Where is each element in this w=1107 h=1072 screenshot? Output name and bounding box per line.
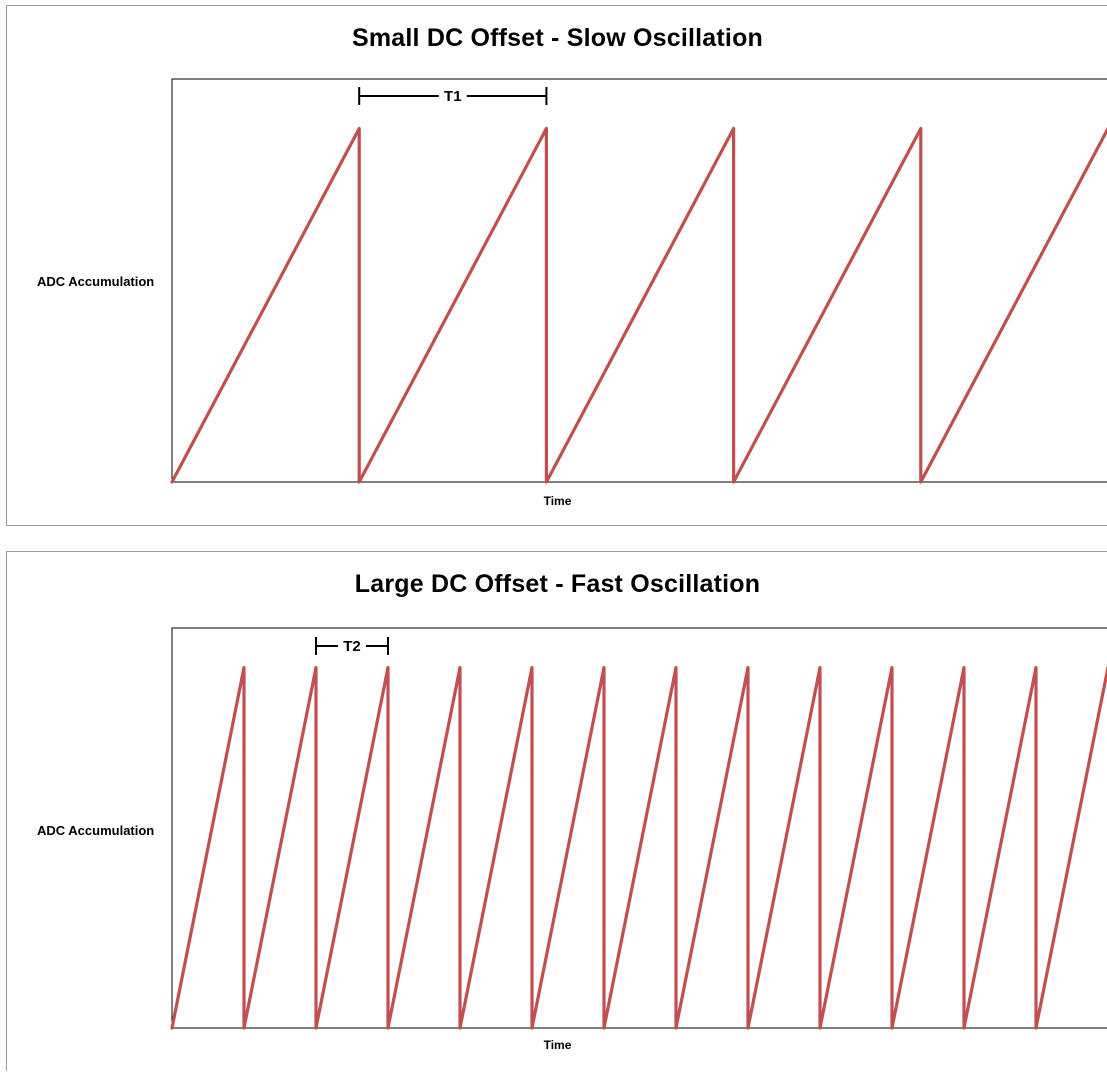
period-label: T2	[343, 638, 361, 655]
plot-frame	[171, 78, 1107, 483]
data-point	[674, 1026, 678, 1030]
data-point	[386, 666, 390, 670]
chart-panel-slow: Small DC Offset - Slow Oscillation ADC A…	[6, 5, 1107, 526]
data-point	[732, 126, 736, 131]
data-point	[746, 1026, 750, 1030]
data-point	[602, 666, 606, 670]
data-point	[242, 666, 246, 670]
data-point	[746, 666, 750, 670]
data-point	[1034, 1026, 1038, 1030]
data-point	[962, 1026, 966, 1030]
data-point	[890, 1026, 894, 1030]
data-point	[386, 1026, 390, 1030]
plot-frame	[171, 627, 1107, 1029]
data-point	[919, 480, 923, 484]
data-point	[962, 666, 966, 670]
data-point	[544, 480, 549, 484]
data-point	[674, 666, 678, 670]
data-point	[530, 1026, 534, 1030]
x-axis-label: Time	[543, 494, 572, 508]
data-point	[602, 1026, 606, 1030]
data-point	[544, 126, 549, 131]
x-axis-label: Time	[543, 1038, 572, 1052]
chart-title: Small DC Offset - Slow Oscillation	[351, 24, 764, 52]
data-point	[458, 1026, 462, 1030]
data-point	[818, 1026, 822, 1030]
plot-area-fast: T2	[170, 627, 1107, 1030]
data-point	[242, 1026, 246, 1030]
chart-title: Large DC Offset - Fast Oscillation	[354, 570, 761, 598]
chart-panel-fast: Large DC Offset - Fast Oscillation ADC A…	[6, 551, 1107, 1071]
data-point	[1034, 666, 1038, 670]
data-point	[530, 666, 534, 670]
period-label: T1	[444, 88, 462, 105]
period-marker: T1	[358, 87, 548, 105]
data-point	[458, 666, 462, 670]
data-point	[170, 480, 174, 484]
data-point	[314, 666, 318, 670]
sawtooth-series-line	[170, 127, 1107, 483]
data-point	[170, 1026, 174, 1030]
data-point	[357, 126, 361, 131]
period-marker: T2	[315, 637, 389, 655]
sawtooth-series-line	[170, 667, 1107, 1029]
data-point	[732, 480, 736, 484]
data-point	[890, 666, 894, 670]
y-axis-label: ADC Accumulation	[37, 823, 155, 838]
data-point	[357, 480, 361, 484]
plot-area-slow: T1	[170, 78, 1107, 484]
y-axis-label: ADC Accumulation	[37, 274, 155, 289]
data-point	[919, 126, 923, 131]
data-point	[314, 1026, 318, 1030]
data-point	[818, 666, 822, 670]
